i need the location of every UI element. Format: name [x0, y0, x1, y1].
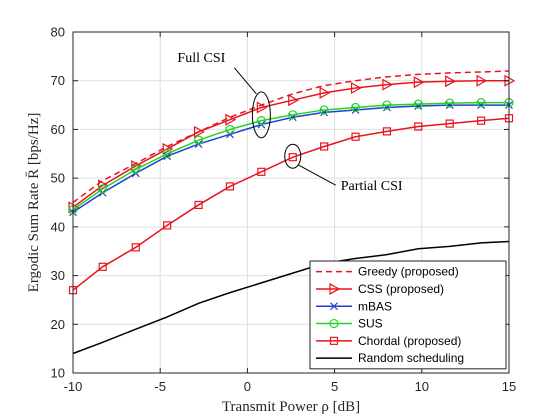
series-3	[68, 98, 514, 215]
data-point	[257, 167, 266, 176]
partial-csi-pointer	[298, 164, 336, 186]
data-point	[98, 184, 108, 194]
y-tick-label: 70	[51, 73, 65, 88]
legend-marker	[329, 318, 339, 329]
legend-label: Random scheduling	[358, 351, 464, 365]
legend-box	[309, 260, 507, 370]
data-point	[350, 102, 361, 113]
data-point	[319, 86, 331, 99]
legend-entry: Random scheduling	[316, 351, 464, 365]
data-point	[413, 99, 423, 109]
legend-entry: Chordal (proposed)	[316, 334, 461, 348]
legend-entry: SUS	[316, 317, 383, 331]
data-point	[288, 94, 299, 107]
data-point	[288, 110, 298, 120]
legend-label: CSS (proposed)	[358, 282, 444, 296]
partial-csi-label: Partial CSI	[341, 179, 403, 194]
data-point	[162, 149, 172, 159]
x-tick-label: -10	[64, 379, 83, 394]
full-csi-ellipse	[251, 91, 271, 139]
y-tick-label: 40	[51, 219, 65, 234]
axes-box	[72, 31, 510, 374]
data-point	[413, 76, 425, 89]
x-tick-label: 0	[244, 379, 251, 394]
data-point	[350, 82, 362, 95]
legend-label: Chordal (proposed)	[358, 334, 461, 348]
legend-entry: CSS (proposed)	[316, 282, 444, 296]
tick-labels: -10 -5 0 5 10 15 10 20 30 40 50 60 70 80	[51, 25, 517, 395]
data-point	[163, 152, 172, 161]
full-csi-pointer	[233, 67, 257, 95]
y-axis-label: Ergodic Sum Rate R̄ [bps/Hz]	[26, 113, 42, 293]
data-point	[476, 74, 488, 87]
annotation-full-csi: Full CSI	[177, 51, 271, 139]
data-point	[194, 200, 203, 210]
legend-entry: mBAS	[316, 299, 392, 313]
legend-marker	[330, 302, 338, 311]
axes	[72, 31, 510, 374]
data-point	[131, 243, 140, 252]
data-point	[382, 78, 394, 91]
data-point	[445, 119, 454, 128]
x-tick-label: 10	[415, 379, 429, 394]
partial-csi-ellipse	[284, 143, 302, 169]
full-csi-label: Full CSI	[177, 51, 225, 66]
data-point	[256, 101, 268, 114]
y-tick-label: 30	[51, 268, 65, 283]
data-point	[131, 164, 141, 174]
series-line	[72, 240, 510, 355]
x-tick-label: -5	[154, 379, 166, 394]
y-tick-label: 80	[51, 25, 65, 40]
x-tick-label: 5	[331, 379, 338, 394]
series-line	[72, 70, 510, 204]
series-5	[72, 240, 510, 355]
series-layer	[68, 70, 516, 355]
data-point	[351, 132, 360, 141]
data-point	[288, 153, 297, 162]
series-line	[72, 79, 509, 208]
data-point	[193, 125, 205, 138]
legend-label: SUS	[358, 317, 383, 331]
y-tick-label: 50	[51, 171, 65, 186]
data-point	[445, 75, 456, 88]
legend-label: Greedy (proposed)	[358, 265, 459, 279]
series-1	[68, 74, 516, 214]
y-tick-label: 10	[51, 366, 65, 381]
data-point	[382, 100, 392, 110]
data-point	[225, 113, 237, 126]
y-tick-label: 20	[51, 317, 65, 332]
series-line	[72, 101, 509, 211]
legend-label: mBAS	[358, 299, 392, 313]
data-point	[98, 262, 107, 271]
data-point	[256, 116, 266, 126]
data-point	[320, 142, 329, 151]
legend-entry: Greedy (proposed)	[316, 265, 459, 279]
data-point	[476, 98, 486, 108]
data-point	[226, 130, 234, 139]
data-point	[225, 182, 235, 191]
series-line	[72, 117, 510, 291]
series-0	[72, 70, 510, 204]
x-tick-label: 15	[502, 379, 516, 394]
data-point	[476, 116, 486, 125]
data-point	[414, 122, 423, 131]
data-point	[163, 221, 172, 230]
legend-marker	[329, 282, 341, 295]
data-point	[162, 142, 174, 155]
x-axis-label: Transmit Power ρ [dB]	[222, 399, 360, 415]
data-point	[445, 98, 455, 108]
y-tick-label: 60	[51, 122, 65, 137]
legend-marker	[329, 336, 339, 345]
data-point	[225, 124, 235, 135]
legend: Greedy (proposed) CSS (proposed) mBAS SUS Ch…	[309, 260, 507, 370]
data-point	[382, 127, 392, 136]
data-point	[319, 105, 329, 115]
annotation-partial-csi: Partial CSI	[284, 143, 403, 194]
data-point	[193, 135, 204, 145]
